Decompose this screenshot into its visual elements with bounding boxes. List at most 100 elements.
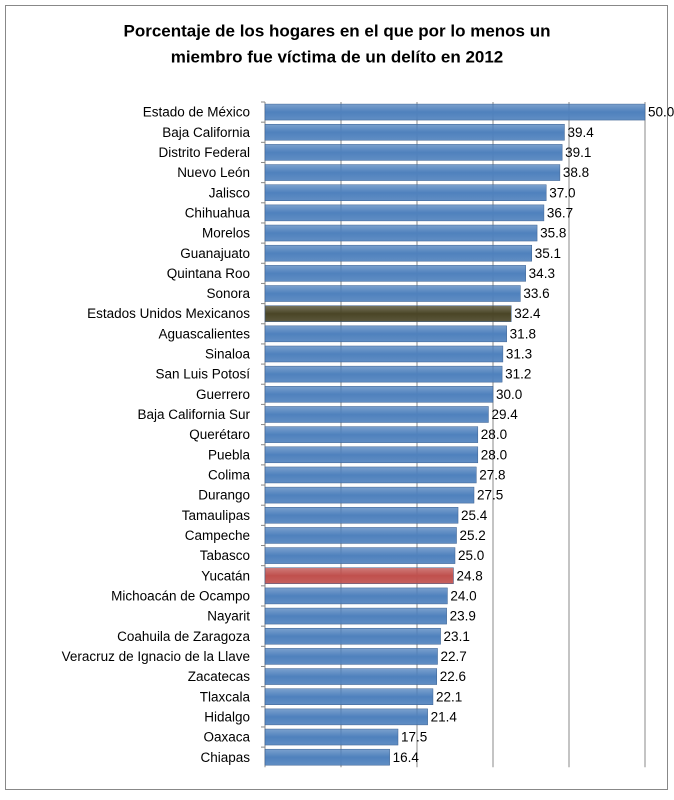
bar: [264, 648, 438, 665]
bar: [264, 446, 479, 464]
category-label: Nayarit: [207, 609, 250, 624]
category-label: Coahuila de Zaragoza: [117, 629, 250, 644]
value-label: 34.3: [529, 266, 555, 281]
category-label: Querétaro: [189, 427, 250, 442]
bar: [264, 607, 447, 625]
value-label: 22.1: [436, 689, 462, 704]
value-label: 50.0: [648, 105, 674, 120]
category-label: Hidalgo: [204, 709, 250, 724]
bar: [264, 265, 526, 282]
category-label: San Luis Potosí: [155, 367, 250, 382]
bar: [264, 386, 494, 403]
bar: [264, 244, 533, 262]
category-label: Aguascalientes: [158, 326, 250, 341]
value-label: 37.0: [549, 185, 575, 200]
bar: [264, 365, 503, 383]
bar: [264, 285, 521, 302]
category-label: Durango: [198, 488, 250, 503]
value-label: 31.3: [506, 347, 532, 362]
category-label: Tlaxcala: [200, 689, 251, 704]
category-label: Guerrero: [196, 387, 250, 402]
category-label: Sinaloa: [205, 347, 251, 362]
value-label: 23.9: [450, 609, 476, 624]
category-label: Baja California Sur: [137, 407, 250, 422]
category-label: Tabasco: [200, 548, 250, 563]
value-label: 17.5: [401, 730, 427, 745]
bar: [264, 466, 477, 484]
bar: [264, 728, 399, 746]
category-label: Estados Unidos Mexicanos: [87, 306, 250, 321]
category-label: Nuevo León: [177, 165, 250, 180]
category-label: Michoacán de Ocampo: [111, 588, 250, 603]
bar: [264, 627, 441, 645]
category-label: Puebla: [208, 447, 251, 462]
bar: [264, 325, 507, 343]
category-label: Colima: [208, 468, 251, 483]
value-label: 21.4: [431, 709, 458, 724]
value-label: 28.0: [481, 447, 507, 462]
value-label: 29.4: [491, 407, 518, 422]
bar: [264, 164, 561, 181]
bar: [264, 406, 489, 423]
category-label: Estado de México: [143, 105, 250, 120]
value-label: 28.0: [481, 427, 507, 442]
value-label: 30.0: [496, 387, 522, 402]
value-label: 31.2: [505, 367, 531, 382]
category-label: Campeche: [185, 528, 250, 543]
bar: [264, 123, 565, 141]
value-label: 25.2: [460, 528, 486, 543]
category-label: Jalisco: [209, 185, 250, 200]
bar: [264, 204, 545, 222]
value-label: 23.1: [444, 629, 470, 644]
value-label: 35.8: [540, 226, 566, 241]
bar: [264, 345, 504, 363]
value-label: 39.4: [567, 125, 594, 140]
value-label: 24.0: [450, 588, 476, 603]
value-label: 35.1: [535, 246, 561, 261]
value-label: 36.7: [547, 205, 573, 220]
category-label: Chiapas: [200, 750, 250, 765]
category-label: Oaxaca: [203, 730, 250, 745]
value-label: 22.6: [440, 669, 466, 684]
value-label: 33.6: [523, 286, 549, 301]
bar: [264, 103, 646, 121]
category-label: Zacatecas: [188, 669, 251, 684]
value-label: 27.8: [479, 468, 505, 483]
bar: [264, 547, 456, 564]
bar: [264, 507, 459, 524]
value-label: 32.4: [514, 306, 541, 321]
value-label: 25.0: [458, 548, 484, 563]
value-label: 31.8: [510, 326, 536, 341]
value-label: 16.4: [393, 750, 420, 765]
bar: [264, 587, 448, 605]
bar: [264, 426, 479, 443]
bar: [264, 567, 454, 585]
bar: [264, 748, 390, 766]
bar: [264, 184, 547, 201]
bar: [264, 224, 538, 242]
value-label: 27.5: [477, 488, 503, 503]
bar: [264, 527, 457, 544]
value-label: 25.4: [461, 508, 488, 523]
category-label: Distrito Federal: [158, 145, 250, 160]
category-label: Guanajuato: [180, 246, 250, 261]
category-label: Baja California: [162, 125, 250, 140]
category-label: Sonora: [206, 286, 250, 301]
value-label: 22.7: [441, 649, 467, 664]
category-label: Veracruz de Ignacio de la Llave: [62, 649, 250, 664]
value-label: 24.8: [456, 568, 482, 583]
bar: [264, 688, 434, 705]
chart-title: miembro fue víctima de un delíto en 2012: [171, 47, 504, 66]
bar: [264, 305, 512, 322]
chart-title: Porcentaje de los hogares en el que por …: [124, 21, 551, 40]
value-label: 38.8: [563, 165, 589, 180]
value-label: 39.1: [565, 145, 591, 160]
bar: [264, 486, 475, 504]
category-label: Morelos: [202, 226, 250, 241]
category-label: Yucatán: [201, 568, 250, 583]
category-label: Chihuahua: [185, 205, 251, 220]
bar: [264, 668, 438, 685]
category-label: Tamaulipas: [182, 508, 251, 523]
bar: [264, 708, 428, 726]
